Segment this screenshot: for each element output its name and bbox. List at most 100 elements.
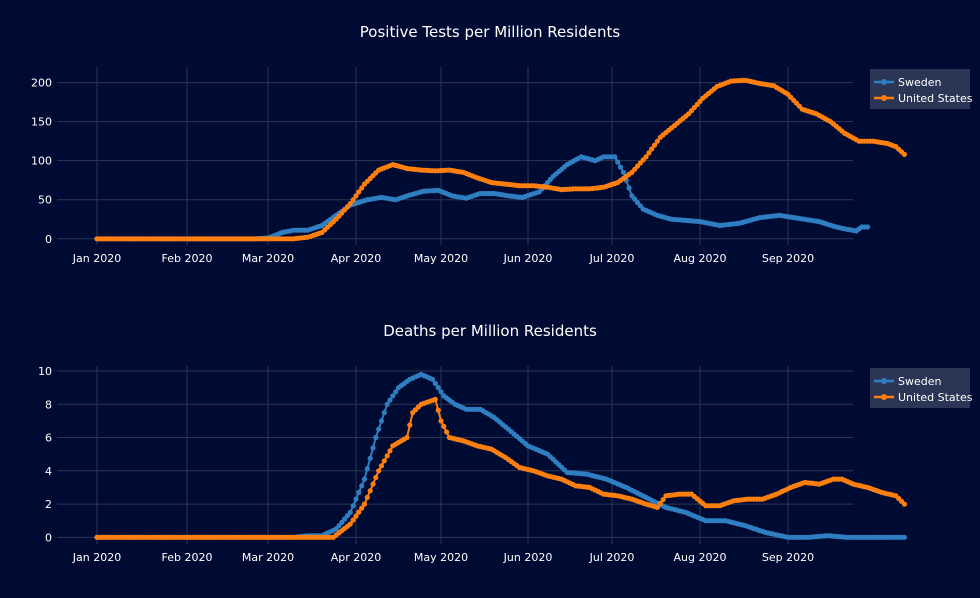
- legend-item-sweden[interactable]: Sweden: [874, 76, 941, 89]
- data-point: [432, 396, 438, 402]
- data-point: [353, 193, 359, 199]
- data-point: [353, 496, 359, 502]
- y-tick-label: 50: [38, 194, 52, 207]
- data-point: [387, 397, 393, 403]
- x-axis: Jan 2020 Feb 2020 Mar 2020 Apr 2020 May 2020…: [72, 551, 814, 564]
- legend-label-sweden: Sweden: [898, 375, 941, 388]
- data-point: [387, 448, 393, 454]
- legend-item-united-states[interactable]: United States: [874, 92, 973, 105]
- data-point: [652, 142, 658, 148]
- data-point: [444, 429, 450, 435]
- legend[interactable]: Sweden United States: [870, 368, 973, 408]
- y-tick-label: 0: [45, 233, 52, 246]
- data-point: [617, 164, 624, 170]
- legend-item-united-states[interactable]: United States: [874, 391, 973, 404]
- data-point: [654, 138, 661, 144]
- data-point: [654, 504, 661, 510]
- data-point: [441, 423, 447, 429]
- data-point: [376, 468, 382, 474]
- x-tick-label: Jul 2020: [589, 551, 635, 564]
- data-point: [350, 197, 356, 203]
- data-point: [350, 503, 356, 509]
- y-axis: 0 50 100 150 200: [31, 77, 52, 246]
- legend-label-united-states: United States: [898, 391, 973, 404]
- data-point: [353, 513, 359, 519]
- data-point: [393, 389, 399, 395]
- data-point: [384, 401, 390, 407]
- x-tick-label: Jan 2020: [72, 551, 121, 564]
- data-point: [649, 146, 655, 152]
- chart-title: Positive Tests per Million Residents: [360, 23, 621, 41]
- y-tick-label: 4: [45, 465, 52, 478]
- x-axis: Jan 2020 Feb 2020 Mar 2020 Apr 2020 May 2020…: [72, 252, 814, 265]
- data-point: [429, 376, 436, 382]
- x-tick-label: Feb 2020: [162, 252, 213, 265]
- y-tick-label: 200: [31, 77, 52, 90]
- data-point: [347, 509, 353, 515]
- data-point: [347, 201, 353, 207]
- x-tick-label: May 2020: [414, 551, 468, 564]
- data-point: [384, 453, 390, 459]
- data-point: [378, 463, 385, 469]
- x-tick-label: Feb 2020: [162, 551, 213, 564]
- legend-label-united-states: United States: [898, 92, 973, 105]
- data-point: [359, 185, 365, 191]
- data-point: [643, 154, 649, 160]
- data-point: [620, 169, 627, 175]
- data-point: [381, 410, 387, 416]
- data-point: [390, 393, 396, 399]
- legend-background: [870, 368, 970, 408]
- legend-marker-sweden: [881, 378, 887, 384]
- legend-marker-sweden: [881, 79, 887, 85]
- x-tick-label: Sep 2020: [762, 551, 814, 564]
- data-point: [356, 489, 362, 495]
- y-tick-label: 150: [31, 116, 52, 129]
- x-tick-label: Apr 2020: [331, 551, 382, 564]
- legend[interactable]: Sweden United States: [870, 69, 973, 109]
- x-tick-label: Aug 2020: [674, 551, 727, 564]
- data-point: [404, 434, 410, 441]
- series-united-states: [94, 77, 908, 242]
- data-point: [364, 494, 370, 500]
- y-tick-label: 0: [45, 531, 52, 544]
- data-point: [615, 159, 621, 165]
- data-point: [367, 455, 373, 461]
- data-point: [359, 505, 365, 511]
- data-point: [901, 534, 908, 540]
- y-tick-label: 6: [45, 432, 52, 445]
- series-lines: [94, 77, 908, 242]
- data-point: [901, 501, 908, 507]
- data-point: [901, 151, 908, 157]
- data-point: [370, 481, 376, 487]
- x-tick-label: Mar 2020: [242, 252, 294, 265]
- legend-marker-united-states: [881, 95, 887, 101]
- x-tick-label: Apr 2020: [331, 252, 382, 265]
- data-point: [646, 150, 652, 156]
- data-point: [657, 500, 663, 507]
- data-point: [612, 154, 618, 160]
- chart-title: Deaths per Million Residents: [383, 322, 597, 340]
- x-tick-label: Sep 2020: [762, 252, 814, 265]
- data-point: [432, 380, 438, 387]
- data-point: [864, 224, 871, 230]
- x-tick-label: Jun 2020: [503, 252, 553, 265]
- x-tick-label: Jan 2020: [72, 252, 121, 265]
- legend-item-sweden[interactable]: Sweden: [874, 375, 941, 388]
- data-point: [347, 521, 353, 527]
- data-point: [350, 517, 356, 523]
- data-point: [376, 426, 382, 432]
- x-tick-label: May 2020: [414, 252, 468, 265]
- data-point: [364, 466, 370, 472]
- data-point: [407, 422, 413, 428]
- x-tick-label: Aug 2020: [674, 252, 727, 265]
- legend-label-sweden: Sweden: [898, 76, 941, 89]
- x-tick-label: Jun 2020: [503, 551, 553, 564]
- data-point: [361, 501, 368, 507]
- data-point: [373, 434, 379, 441]
- data-point: [359, 483, 365, 489]
- data-point: [381, 458, 387, 464]
- data-point: [373, 474, 379, 481]
- data-point: [626, 185, 632, 191]
